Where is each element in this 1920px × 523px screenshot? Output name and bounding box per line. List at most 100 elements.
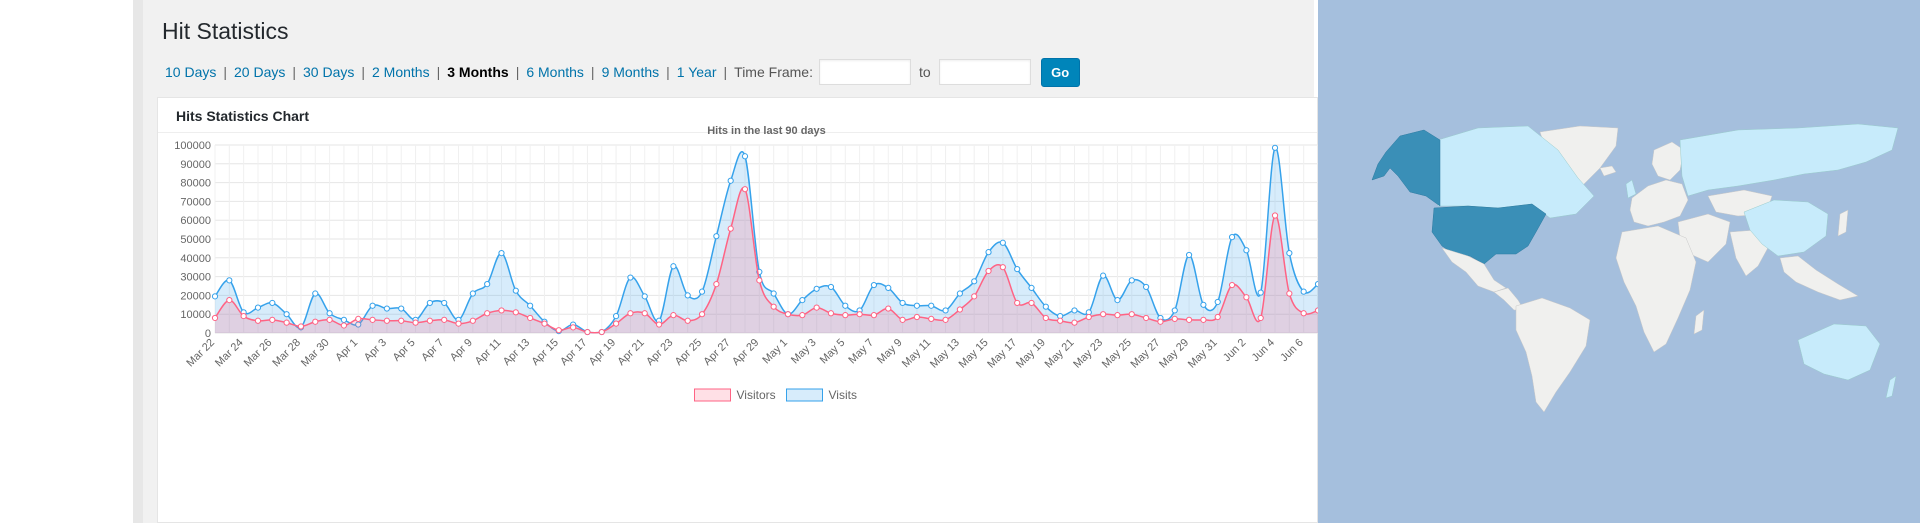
x-tick-label: Mar 28	[270, 337, 303, 370]
data-point-visits	[1143, 283, 1150, 291]
filter-separator: |	[666, 64, 670, 80]
x-tick-label: May 3	[789, 337, 819, 367]
legend-swatch-visitors	[694, 388, 731, 402]
data-point-visitors	[1014, 299, 1021, 307]
map-country-new-zealand[interactable]	[1885, 375, 1897, 399]
data-point-visits	[1028, 284, 1035, 291]
data-point-visits	[254, 304, 262, 311]
data-point-visitors	[842, 312, 849, 319]
map-country-japan[interactable]	[1837, 209, 1849, 237]
data-point-visitors	[226, 297, 233, 304]
y-tick-label: 30000	[180, 272, 211, 284]
date-to-input[interactable]	[938, 59, 1031, 85]
y-tick-label: 50000	[180, 234, 211, 246]
go-button[interactable]: Go	[1040, 57, 1080, 87]
data-point-visitors	[612, 320, 620, 327]
map-region-southeast-asia[interactable]	[1779, 255, 1859, 301]
map-country-china[interactable]	[1743, 199, 1829, 257]
y-tick-label: 100000	[174, 140, 211, 152]
filter-link-6-months[interactable]: 6 Months	[526, 64, 584, 80]
data-point-visitors	[383, 317, 390, 324]
data-point-visitors	[756, 277, 763, 284]
map-region-south-america[interactable]	[1515, 297, 1591, 413]
map-country-russia[interactable]	[1679, 123, 1899, 197]
map-country-uk[interactable]	[1625, 179, 1637, 199]
data-point-visits	[283, 311, 290, 318]
data-point-visitors	[1200, 316, 1207, 323]
data-point-visits	[1314, 281, 1318, 288]
x-tick-label: Apr 7	[419, 337, 446, 364]
filter-link-2-months[interactable]: 2 Months	[372, 64, 430, 80]
x-tick-label: May 31	[1186, 337, 1220, 371]
y-tick-label: 10000	[180, 309, 211, 321]
world-map	[1318, 0, 1920, 523]
filter-separator: |	[723, 64, 728, 80]
map-region-europe[interactable]	[1629, 179, 1689, 227]
data-point-visitors	[283, 319, 290, 326]
data-point-visitors	[999, 264, 1006, 271]
y-tick-label: 90000	[180, 159, 211, 171]
y-tick-label: 20000	[180, 290, 211, 302]
timeframe-label: Time Frame:	[734, 64, 813, 80]
data-point-visitors	[1085, 313, 1092, 321]
data-point-visitors	[1042, 314, 1049, 322]
map-country-usa[interactable]	[1431, 203, 1547, 265]
data-point-visitors	[1100, 311, 1107, 318]
legend-label-visitors: Visitors	[737, 388, 776, 402]
y-tick-label: 70000	[180, 196, 211, 208]
map-country-australia[interactable]	[1797, 323, 1881, 381]
map-country-canada[interactable]	[1429, 125, 1595, 219]
filter-link-30-days[interactable]: 30 Days	[303, 64, 355, 80]
x-tick-label: May 27	[1129, 337, 1163, 371]
data-point-visitors	[1214, 313, 1221, 321]
filter-separator: |	[292, 64, 296, 80]
data-point-visitors	[956, 306, 963, 313]
map-region-africa[interactable]	[1615, 225, 1697, 353]
data-point-visitors	[784, 311, 792, 318]
map-country-alaska[interactable]	[1371, 129, 1441, 207]
data-point-visits	[498, 250, 505, 257]
data-point-visitors	[312, 318, 319, 325]
data-point-visits	[1286, 250, 1293, 257]
filter-link-9-months[interactable]: 9 Months	[601, 64, 660, 80]
data-point-visitors	[412, 319, 419, 326]
data-point-visits	[827, 283, 835, 291]
data-point-visits	[899, 299, 906, 307]
y-tick-label: 60000	[180, 215, 211, 227]
data-point-visits	[1257, 289, 1264, 296]
data-point-visitors	[813, 304, 820, 311]
map-region-scandinavia[interactable]	[1651, 141, 1685, 181]
data-point-visits	[942, 307, 949, 314]
filter-separator: |	[515, 64, 520, 80]
x-tick-label: May 25	[1100, 337, 1134, 371]
date-from-input[interactable]	[818, 59, 911, 85]
data-point-visitors	[1228, 281, 1236, 289]
filter-link-1-year[interactable]: 1 Year	[676, 64, 717, 80]
data-point-visitors	[1157, 318, 1164, 325]
data-point-visitors	[340, 322, 348, 329]
filter-link-10-days[interactable]: 10 Days	[165, 64, 217, 80]
x-tick-label: May 5	[818, 337, 848, 367]
x-tick-label: Apr 21	[615, 337, 646, 368]
filter-link-3-months[interactable]: 3 Months	[447, 64, 509, 80]
data-point-visits	[398, 305, 405, 312]
x-tick-label: Mar 26	[242, 337, 275, 370]
y-tick-label: 0	[205, 328, 211, 340]
data-point-visits	[641, 293, 648, 300]
data-point-visits	[383, 305, 390, 312]
x-tick-label: May 17	[985, 337, 1019, 371]
data-point-visits	[1014, 265, 1021, 273]
data-point-visits	[426, 299, 433, 307]
map-country-mexico[interactable]	[1441, 247, 1507, 293]
map-country-madagascar[interactable]	[1693, 309, 1705, 335]
map-country-iceland[interactable]	[1599, 165, 1617, 177]
y-tick-label: 80000	[180, 178, 211, 190]
data-point-visitors	[469, 317, 476, 324]
data-point-visits	[885, 284, 892, 291]
data-point-visitors	[627, 310, 634, 317]
data-point-visitors	[684, 317, 691, 324]
data-point-visitors	[1271, 212, 1279, 219]
data-point-visits	[770, 290, 777, 297]
filter-link-20-days[interactable]: 20 Days	[234, 64, 286, 80]
x-tick-label: Apr 15	[530, 337, 561, 368]
